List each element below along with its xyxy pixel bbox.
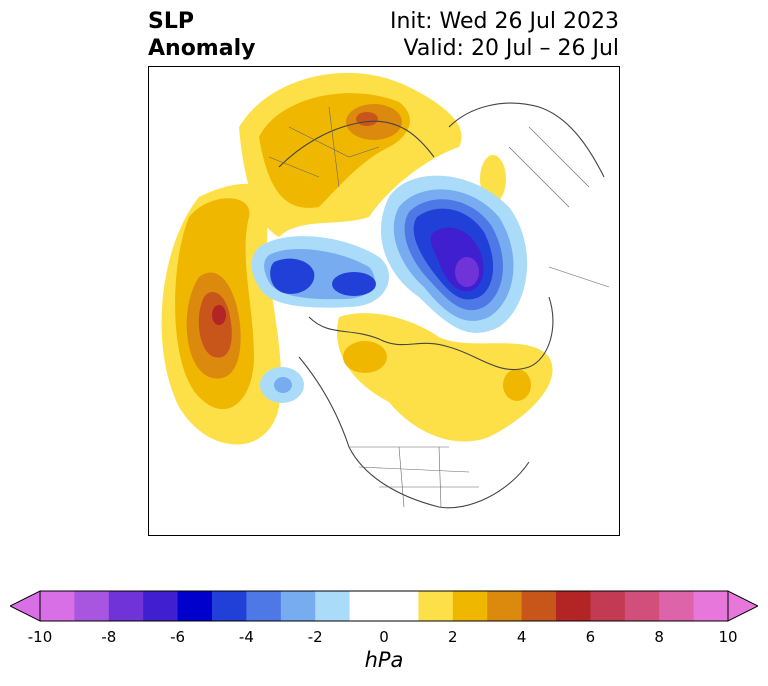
title-line-1: SLP [148,9,194,34]
colorbar-unit-label: hPa [364,648,404,672]
init-date: Init: Wed 26 Jul 2023 [389,9,619,34]
colorbar-bin [659,591,695,621]
colorbar-bin [487,591,523,621]
colorbar-bin [556,591,591,621]
anomaly-map [161,72,610,509]
colorbar-bin [143,591,179,621]
border-line [508,126,610,288]
colorbar-tick-label: -2 [307,628,323,646]
coastline [308,296,554,371]
colorbar-tick-label: 6 [585,628,596,646]
colorbar-bin [280,591,316,621]
colorbar-bin [74,591,110,621]
colorbar-tick-label: 10 [718,628,738,646]
atlantic-high-core [212,305,226,325]
colorbar-bin [212,591,247,621]
title-line-2: Anomaly [148,36,256,61]
colorbar-tick-label: 0 [379,628,389,646]
colorbar-bin [418,591,454,621]
colorbar-bin [246,591,282,621]
colorbar-tick-label: 8 [654,628,664,646]
colorbar-bin [693,591,729,621]
siberia-low-core [455,257,479,287]
colorbar-bin [590,591,626,621]
canada-high-outer [337,313,553,442]
alaska-high-spot [343,341,387,373]
border-line [349,446,479,508]
europe-high-center [356,112,378,126]
colorbar-bin [624,591,660,621]
colorbar-bin [315,591,351,621]
atlantic-small-low-core [274,377,292,393]
valid-range: Valid: 20 Jul – 26 Jul [403,36,619,61]
colorbar-tick-label: -10 [27,628,53,646]
date-header: Init: Wed 26 Jul 2023 Valid: 20 Jul – 26… [390,8,619,62]
colorbar-bin [108,591,144,621]
colorbar-bin [452,591,488,621]
canada-high-spot [503,369,531,401]
colorbar-extend-high [727,590,758,622]
coastline [448,102,605,178]
colorbar-tick-label: 4 [516,628,527,646]
coastline [278,120,435,168]
border-line [268,106,380,188]
colorbar-tick-label: 2 [448,628,458,646]
coastline [298,356,530,509]
map-panel [148,66,620,536]
colorbar-bin [177,591,213,621]
colorbar-tick-label: -6 [170,628,186,646]
colorbar-bins [40,591,729,621]
colorbar-bin [349,591,419,621]
colorbar [10,590,758,622]
colorbar-tick-label: -8 [101,628,117,646]
arctic-low-core2 [332,272,376,296]
arctic-low-3 [270,258,315,294]
colorbar-outline [39,590,729,622]
colorbar-tick-label: -4 [238,628,254,646]
colorbar-bin [40,591,75,621]
colorbar-extend-low [10,590,41,622]
chart-title: SLP Anomaly [148,8,255,62]
colorbar-bin [521,591,557,621]
